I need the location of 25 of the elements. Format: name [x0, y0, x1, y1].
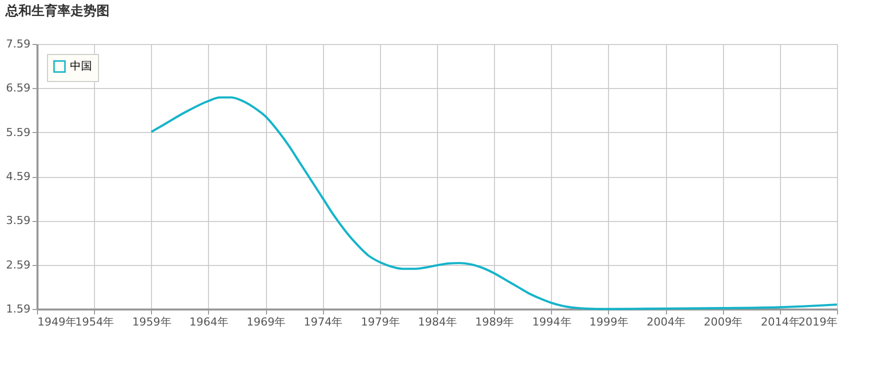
x-tick-label: 1949年: [38, 316, 76, 328]
x-tick-label: 2019年: [798, 316, 838, 328]
y-tick-label: 1.59: [6, 302, 30, 316]
x-tick-label: 1959年: [132, 316, 172, 328]
x-tick-label: 1969年: [246, 316, 286, 328]
x-tick-label: 2014年: [760, 316, 800, 328]
x-tick-label: 2009年: [704, 316, 743, 328]
y-tick-label: 4.59: [6, 170, 30, 183]
x-tick-label: 1979年: [360, 316, 400, 328]
y-tick-label: 3.59: [6, 214, 30, 228]
x-tick-label: 1974年: [304, 316, 343, 328]
x-tick-label: 1984年: [418, 316, 457, 328]
x-tick-label: 1989年: [475, 316, 514, 328]
x-tick-label: 2004年: [646, 316, 686, 328]
line-series: [150, 96, 838, 310]
x-tick-label: 1954年: [75, 316, 114, 328]
x-tick-label: 1999年: [589, 316, 628, 328]
y-tick-label: 5.59: [6, 126, 30, 139]
y-tick-label: 6.59: [6, 82, 30, 95]
legend-label: 中国: [70, 60, 92, 72]
y-tick-label: 7.59: [6, 38, 30, 50]
y-tick-label: 2.59: [6, 258, 30, 272]
x-tick-label: 1964年: [189, 316, 228, 328]
x-tick-label: 1994年: [532, 316, 572, 328]
chart-title: 总和生育率走势图: [4, 3, 110, 19]
